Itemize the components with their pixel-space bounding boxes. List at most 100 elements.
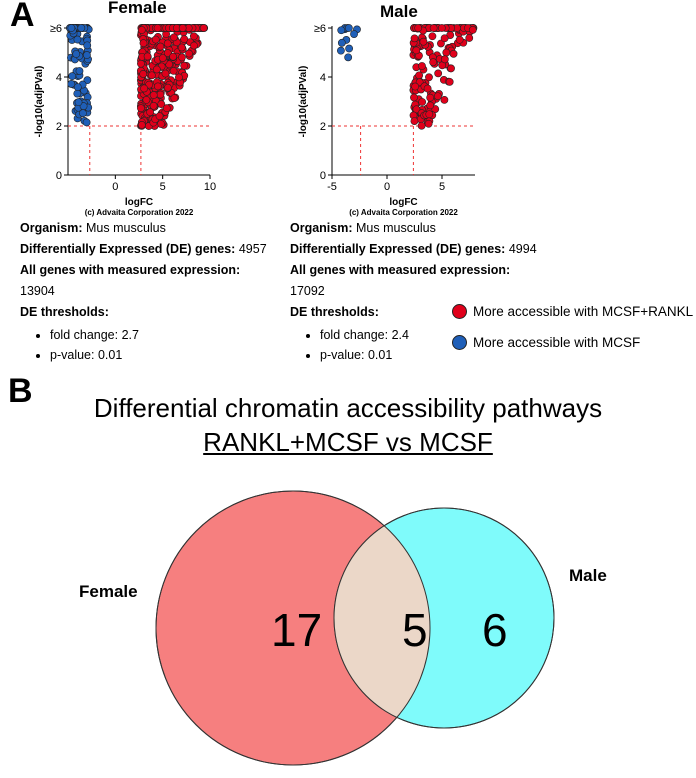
blue-dot-icon (452, 335, 467, 350)
red-point (177, 43, 186, 52)
red-point (426, 93, 435, 102)
red-point (147, 71, 156, 80)
y-tick-label: ≥6 (314, 23, 326, 35)
red-point (449, 49, 458, 58)
x-axis-label: logFC (125, 197, 153, 208)
blue-point (77, 24, 86, 32)
fold-change-threshold: fold change: 2.4 (320, 325, 537, 345)
blue-point (72, 50, 81, 58)
blue-point (67, 80, 76, 88)
red-point (433, 92, 442, 101)
red-point (418, 98, 427, 106)
blue-point (337, 26, 346, 35)
red-point (434, 69, 443, 78)
venn-male-label: Male (569, 566, 607, 585)
x-tick-label: 10 (204, 181, 216, 193)
blue-point (344, 24, 353, 32)
panel-b-letter: B (8, 372, 33, 410)
red-point (156, 42, 165, 51)
red-point (440, 95, 449, 104)
red-point (425, 73, 433, 82)
blue-point (73, 89, 82, 98)
all-genes-label: All genes with measured expression: (20, 263, 241, 277)
male-only-count: 6 (482, 604, 508, 656)
red-point (412, 46, 421, 55)
red-point (423, 84, 432, 93)
organism-label: Organism: (290, 221, 353, 235)
organism-value: Mus musculus (356, 221, 436, 235)
red-point (137, 104, 145, 113)
red-point (189, 32, 198, 41)
red-point (410, 117, 419, 125)
red-point (137, 26, 146, 34)
blue-point (82, 118, 91, 127)
red-point (180, 35, 189, 44)
red-point (140, 84, 149, 93)
fold-change-threshold: fold change: 2.7 (50, 325, 267, 345)
red-point (149, 91, 158, 99)
red-point (437, 39, 445, 48)
red-point (424, 119, 433, 128)
blue-point (68, 72, 77, 81)
red-point (410, 34, 419, 43)
red-point (155, 112, 164, 121)
red-point (142, 96, 151, 104)
red-point (410, 93, 418, 102)
red-point (163, 49, 172, 57)
red-point (156, 90, 165, 99)
red-point (185, 49, 193, 58)
red-point (180, 61, 189, 70)
y-tick-label: 0 (56, 170, 62, 182)
red-dot-icon (452, 304, 467, 319)
red-point (169, 52, 178, 61)
blue-point (73, 35, 82, 44)
male-info-block: Organism: Mus musculus Differentially Ex… (290, 218, 537, 365)
red-point (139, 39, 148, 48)
red-point (465, 34, 474, 42)
red-point (154, 82, 162, 91)
de-genes-label: Differentially Expressed (DE) genes: (290, 242, 506, 256)
venn-female-label: Female (79, 582, 138, 601)
y-tick-label: 2 (320, 121, 326, 133)
red-point (468, 26, 477, 34)
overlap-region (334, 508, 430, 728)
copyright-label: (c) Advaita Corporation 2022 (349, 208, 458, 217)
legend-label: More accessible with MCSF (473, 335, 641, 350)
x-tick-label: 0 (384, 181, 390, 193)
red-point (428, 32, 437, 41)
red-point (146, 108, 155, 117)
de-thresholds-label: DE thresholds: (20, 305, 109, 319)
red-point (190, 41, 198, 50)
red-point (175, 73, 183, 82)
female-plot-title: Female (108, 0, 167, 17)
red-point (425, 110, 434, 119)
red-point (161, 69, 170, 78)
red-point (137, 121, 146, 129)
x-tick-label: 5 (160, 181, 166, 193)
red-point (178, 53, 186, 62)
y-tick-label: 4 (320, 72, 326, 84)
red-point (455, 35, 464, 44)
blue-point (83, 41, 92, 50)
y-axis-label: -log10(adjPVal) (34, 66, 45, 138)
x-tick-label: -5 (327, 181, 337, 193)
blue-point (344, 53, 353, 62)
red-point (143, 52, 152, 61)
male-plot-title: Male (380, 2, 418, 21)
x-tick-label: 0 (112, 181, 118, 193)
blue-point (350, 30, 358, 38)
red-point (169, 66, 178, 75)
red-point (440, 55, 449, 64)
red-point (417, 121, 426, 130)
blue-point (74, 98, 83, 107)
blue-point (73, 83, 82, 92)
x-tick-label: 5 (439, 181, 445, 193)
p-value-threshold: p-value: 0.01 (50, 345, 267, 365)
red-point (414, 24, 423, 32)
x-axis-label: logFC (389, 197, 417, 208)
red-point (199, 24, 208, 32)
venn-title: Differential chromatin accessibility pat… (93, 393, 603, 423)
de-thresholds-label: DE thresholds: (290, 305, 379, 319)
organism-label: Organism: (20, 221, 83, 235)
